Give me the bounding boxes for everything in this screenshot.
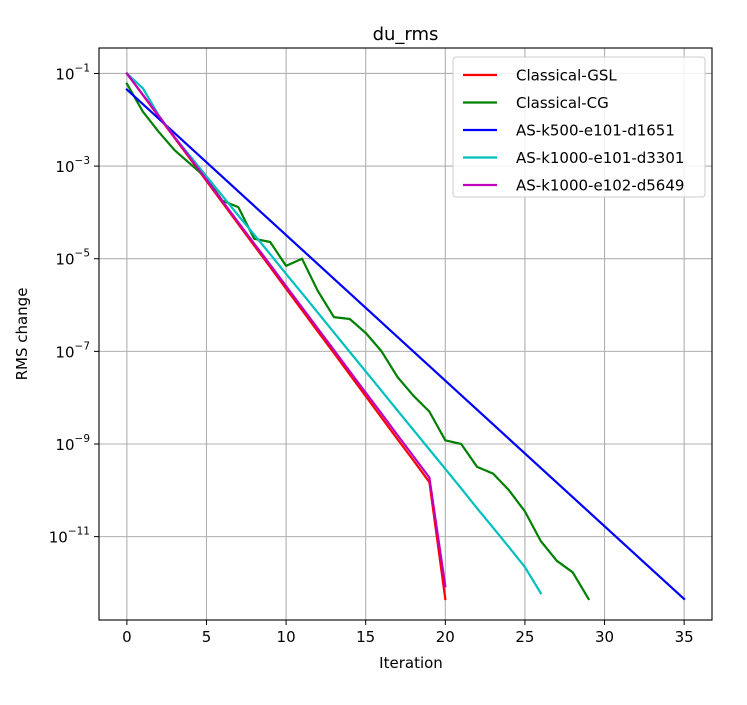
y-tick-base: 10 <box>55 436 74 454</box>
series-line-2 <box>125 87 686 601</box>
y-tick-exponent: −7 <box>75 340 90 352</box>
x-tick-label: 15 <box>356 628 375 646</box>
legend-label: Classical-CG <box>516 94 609 112</box>
legend-label: Classical-GSL <box>516 67 617 85</box>
y-tick-label: 10−11 <box>49 526 90 547</box>
y-tick-label: 10−5 <box>55 248 90 269</box>
x-tick-label: 0 <box>122 628 132 646</box>
y-tick-label: 10−7 <box>55 340 90 361</box>
y-tick-exponent: −11 <box>68 526 90 538</box>
plot-lines <box>125 71 686 601</box>
x-tick-label: 20 <box>436 628 455 646</box>
y-tick-base: 10 <box>55 65 74 83</box>
y-axis-label: RMS change <box>13 288 31 381</box>
y-tick-base: 10 <box>55 251 74 269</box>
x-axis-label: Iteration <box>379 654 443 672</box>
plot-area-frame <box>98 47 713 621</box>
x-tick-label: 25 <box>515 628 534 646</box>
x-tick-label: 10 <box>277 628 296 646</box>
y-tick-exponent: −9 <box>75 433 90 445</box>
legend-label: AS-k500-e101-d1651 <box>516 122 675 140</box>
x-axis-ticks: 0 5 10 15 20 25 30 35 <box>122 620 694 646</box>
legend-box <box>452 56 706 198</box>
chart-title: du_rms <box>373 24 439 45</box>
legend-label: AS-k1000-e102-d5649 <box>516 177 684 195</box>
y-tick-base: 10 <box>55 343 74 361</box>
y-tick-label: 10−1 <box>55 62 90 83</box>
y-tick-base: 10 <box>55 158 74 176</box>
legend: Classical-GSL Classical-CG AS-k500-e101-d1… <box>452 56 706 198</box>
y-axis-ticks: 10−110−310−510−710−910−11 <box>49 62 99 547</box>
x-tick-label: 5 <box>202 628 212 646</box>
y-tick-exponent: −3 <box>75 155 90 167</box>
y-tick-exponent: −5 <box>75 248 90 260</box>
y-tick-exponent: −1 <box>75 62 90 74</box>
series-line-4 <box>125 71 447 588</box>
y-tick-label: 10−9 <box>55 433 90 454</box>
y-tick-base: 10 <box>49 529 68 547</box>
y-tick-label: 10−3 <box>55 155 90 176</box>
x-tick-label: 30 <box>595 628 614 646</box>
legend-label: AS-k1000-e101-d3301 <box>516 149 684 167</box>
x-tick-label: 35 <box>675 628 694 646</box>
series-line-3 <box>125 71 543 595</box>
